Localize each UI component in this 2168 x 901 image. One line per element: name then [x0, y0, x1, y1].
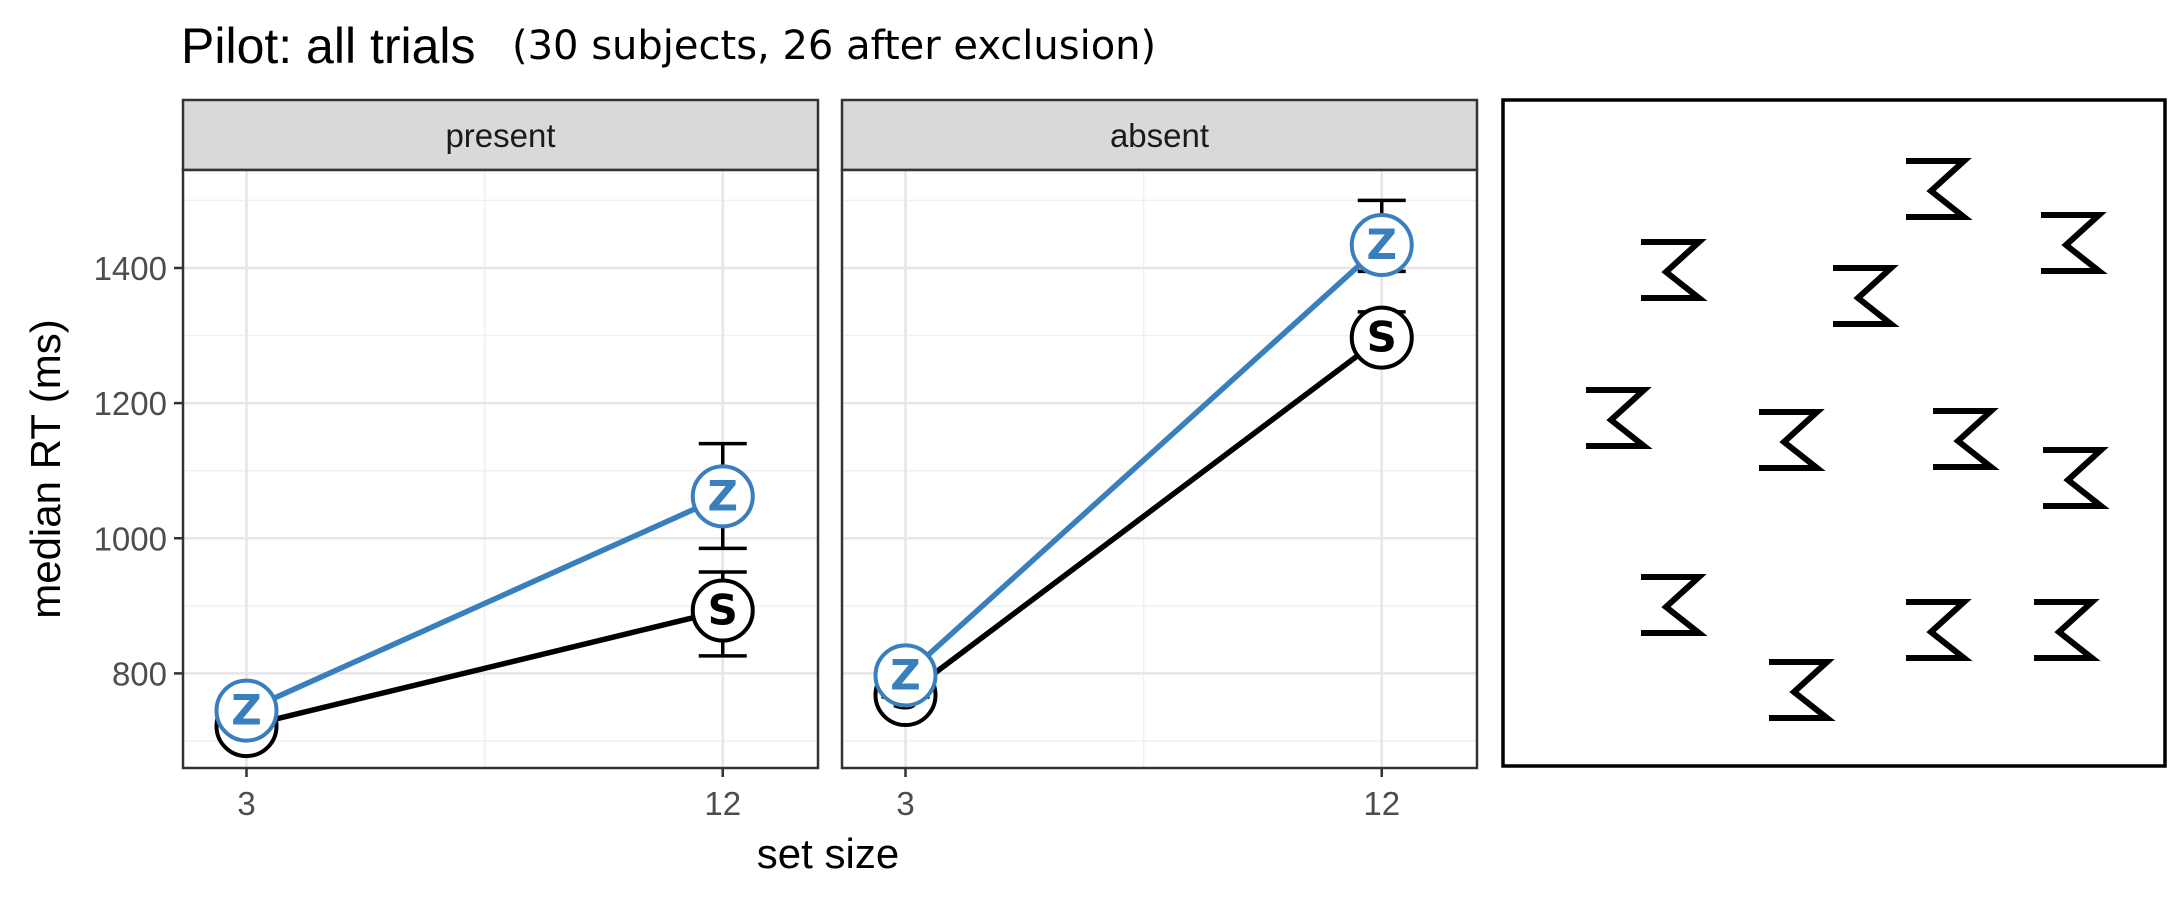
data-point: Z — [214, 678, 279, 743]
x-axis-title: set size — [757, 830, 899, 877]
panel-border — [181, 168, 820, 770]
stimulus-item — [1641, 574, 1708, 636]
y-axis-title: median RT (ms) — [22, 319, 69, 619]
stimulus-items — [1586, 158, 2110, 721]
panel-present: presentSSZZ312800100012001400 — [94, 98, 820, 822]
stimulus-item — [2041, 212, 2108, 274]
data-point: Z — [1349, 213, 1414, 278]
panel-absent: absentSSZZ312 — [840, 98, 1479, 822]
x-tick-label: 12 — [704, 785, 741, 822]
chart-subtitle: (30 subjects, 26 after exclusion) — [512, 23, 1156, 69]
stimulus-item — [1641, 239, 1708, 301]
point-glyph: Z — [231, 686, 261, 735]
y-tick-label: 1200 — [94, 385, 167, 422]
y-tick-label: 1400 — [94, 250, 167, 287]
data-point: Z — [690, 464, 755, 529]
x-tick-label: 3 — [237, 785, 255, 822]
stimulus-item — [1906, 158, 1973, 220]
y-tick-label: 1000 — [94, 520, 167, 557]
point-glyph: Z — [1367, 220, 1397, 269]
series-line — [903, 335, 1384, 698]
stimulus-item — [1833, 265, 1900, 327]
x-tick-label: 3 — [896, 785, 914, 822]
series-line — [245, 493, 724, 714]
stimulus-frame — [1501, 98, 2167, 768]
stimulus-item — [1586, 387, 1653, 449]
x-tick-label: 12 — [1363, 785, 1400, 822]
chart-title: Pilot: all trials — [181, 18, 476, 74]
point-glyph: S — [708, 586, 738, 635]
data-layer: SSZZ — [214, 441, 755, 759]
data-layer: SSZZ — [873, 198, 1414, 728]
point-glyph: S — [1367, 313, 1397, 362]
panel-border — [840, 168, 1479, 770]
stimulus-item — [2034, 599, 2101, 661]
y-tick-label: 800 — [112, 655, 167, 692]
stimulus-item — [1759, 409, 1826, 471]
data-point: Z — [873, 643, 938, 708]
series-Z: ZZ — [214, 441, 755, 743]
series-Z: ZZ — [873, 198, 1414, 708]
panels: presentSSZZ312800100012001400absentSSZZ3… — [94, 98, 1479, 822]
stimulus-display — [1501, 98, 2167, 768]
point-glyph: Z — [890, 650, 920, 699]
stimulus-item — [1769, 659, 1836, 721]
series-line — [903, 242, 1384, 678]
data-point: S — [1349, 305, 1414, 370]
facet-label: absent — [1110, 117, 1209, 154]
stimulus-item — [1933, 408, 2000, 470]
facet-strip — [840, 98, 1479, 172]
facet-strip — [181, 98, 820, 172]
series-line — [245, 607, 724, 729]
stimulus-item — [2043, 447, 2110, 509]
point-glyph: Z — [708, 471, 738, 520]
stimulus-item — [1906, 599, 1973, 661]
data-point: S — [690, 578, 755, 643]
facet-label: present — [445, 117, 555, 154]
